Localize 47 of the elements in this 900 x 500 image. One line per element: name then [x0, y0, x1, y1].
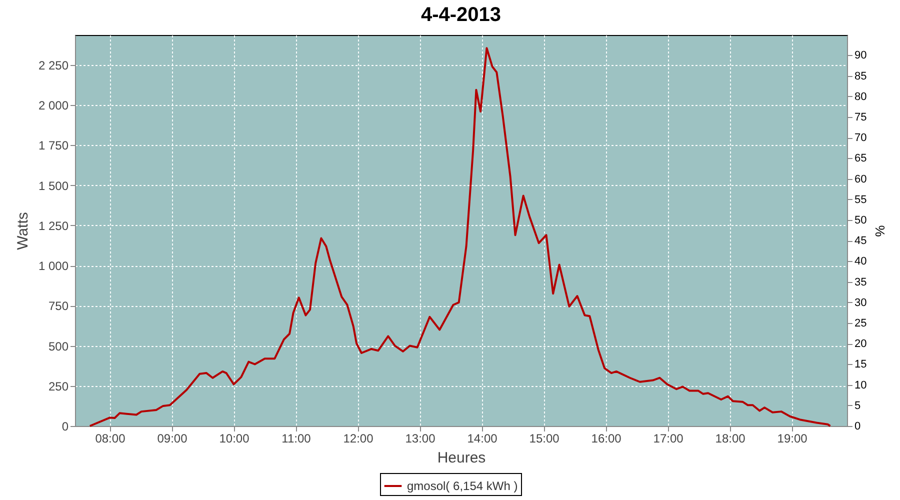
x-tick-label: 08:00: [95, 432, 126, 446]
y2-tick-label: 50: [854, 214, 867, 226]
y2-tick-label: 15: [854, 358, 867, 371]
y-tick-label: 250: [48, 379, 69, 394]
y-tick-label: 500: [48, 339, 69, 354]
y2-tick-label: 90: [854, 50, 867, 62]
y-tick-label: 2 000: [38, 98, 69, 113]
y2-tick-label: 85: [854, 70, 867, 82]
chart-title: 4-4-2013: [420, 4, 502, 26]
y2-tick-label: 60: [854, 173, 867, 186]
line-series: [88, 47, 832, 427]
y2-tick-label: 25: [854, 317, 867, 330]
y2-tick-label: 40: [854, 256, 867, 268]
x-tick-label: 12:00: [343, 432, 374, 446]
x-tick-label: 16:00: [591, 432, 622, 446]
y2-tick-label: 10: [854, 379, 867, 392]
y2-tick-label: 35: [854, 276, 867, 288]
y-tick-label: 1 750: [38, 138, 69, 153]
x-tick-label: 19:00: [777, 432, 808, 446]
y2-tick-label: 20: [854, 338, 867, 350]
x-tick-label: 17:00: [653, 432, 684, 446]
y2-tick-label: 30: [854, 296, 867, 309]
y2-tick-label: 80: [854, 90, 867, 103]
y2-tick-label: 75: [854, 111, 867, 124]
y2-tick-label: 0: [854, 420, 861, 432]
y-tick-label: 2 250: [38, 58, 69, 73]
x-tick-label: 10:00: [219, 432, 250, 446]
x-tick-label: 13:00: [405, 432, 436, 446]
x-tick-label: 15:00: [529, 432, 560, 446]
x-tick-label: 11:00: [282, 432, 312, 446]
y-axis-title: Watts: [14, 212, 32, 250]
y-tick-label: 1 250: [38, 218, 69, 233]
legend-label: gmosol( 6,154 kWh ): [407, 479, 518, 493]
y-tick-label: 0: [62, 420, 69, 434]
y-tick-label: 1 000: [38, 259, 69, 274]
y2-tick-label: 65: [854, 152, 867, 165]
y-tick-label: 750: [48, 299, 69, 314]
y2-tick-label: 70: [854, 132, 867, 144]
y2-axis-title: %: [872, 225, 888, 238]
x-tick-label: 18:00: [715, 432, 746, 446]
x-tick-label: 14:00: [467, 432, 498, 446]
y2-tick-label: 55: [854, 194, 867, 206]
x-tick-label: 09:00: [157, 432, 188, 446]
x-axis-title: Heures: [437, 450, 486, 466]
y-tick-label: 1 500: [38, 178, 69, 193]
y2-tick-label: 5: [854, 400, 861, 412]
y2-tick-label: 45: [854, 235, 867, 248]
